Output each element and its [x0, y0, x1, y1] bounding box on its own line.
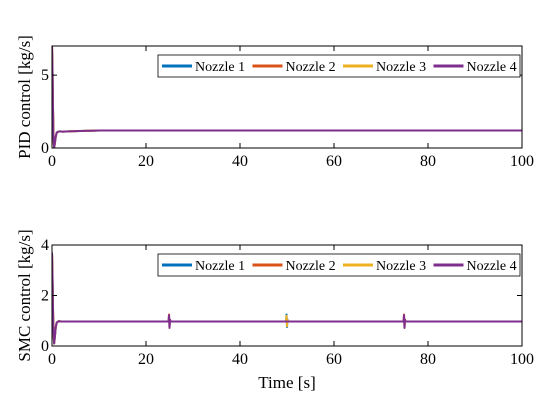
- axes-box: [51, 45, 523, 149]
- legend-label-4: Nozzle 4: [467, 60, 517, 75]
- legend-box: [157, 54, 521, 78]
- x-tick-label: 20: [138, 153, 154, 170]
- legend: Nozzle 1 Nozzle 2 Nozzle 3 Nozzle 4: [157, 253, 521, 277]
- x-tick-label: 20: [138, 351, 154, 368]
- legend-label-3: Nozzle 3: [376, 259, 426, 274]
- y-tick-label: 2: [41, 288, 49, 305]
- x-tick-label: 40: [232, 153, 248, 170]
- legend-label-2: Nozzle 2: [286, 60, 336, 75]
- legend-label-4: Nozzle 4: [467, 259, 517, 274]
- legend: Nozzle 1 Nozzle 2 Nozzle 3 Nozzle 4: [157, 54, 521, 78]
- series-line-4: [52, 252, 522, 345]
- y-axis-label: SMC control [kg/s]: [15, 229, 34, 361]
- subplot-2: 0 20 40 60 80 100 0 2 4 SMC control [kg/s] Time [s…: [15, 229, 534, 392]
- legend-label-1: Nozzle 1: [195, 259, 245, 274]
- x-tick-label: 60: [326, 153, 342, 170]
- y-tick-label: 0: [41, 140, 49, 157]
- y-tick-label: 0: [41, 338, 49, 355]
- x-axis-label: Time [s]: [258, 373, 315, 392]
- x-tick-label: 100: [510, 153, 534, 170]
- x-tick-label: 60: [326, 351, 342, 368]
- subplot-1: 0 20 40 60 80 100 0 5 PID control [kg/s] Nozzle 1…: [15, 35, 534, 170]
- x-tick-label: 40: [232, 351, 248, 368]
- x-tick-label: 0: [48, 351, 56, 368]
- x-tick-label: 80: [420, 351, 436, 368]
- y-tick-label: 4: [41, 237, 49, 254]
- legend-box: [157, 253, 521, 277]
- legend-label-1: Nozzle 1: [195, 60, 245, 75]
- legend-label-2: Nozzle 2: [286, 259, 336, 274]
- y-tick-label: 5: [41, 67, 49, 84]
- legend-label-3: Nozzle 3: [376, 60, 426, 75]
- x-tick-label: 100: [510, 351, 534, 368]
- y-axis-label: PID control [kg/s]: [15, 35, 34, 159]
- x-tick-label: 80: [420, 153, 436, 170]
- x-tick-label: 0: [48, 153, 56, 170]
- series-line-4: [52, 46, 522, 148]
